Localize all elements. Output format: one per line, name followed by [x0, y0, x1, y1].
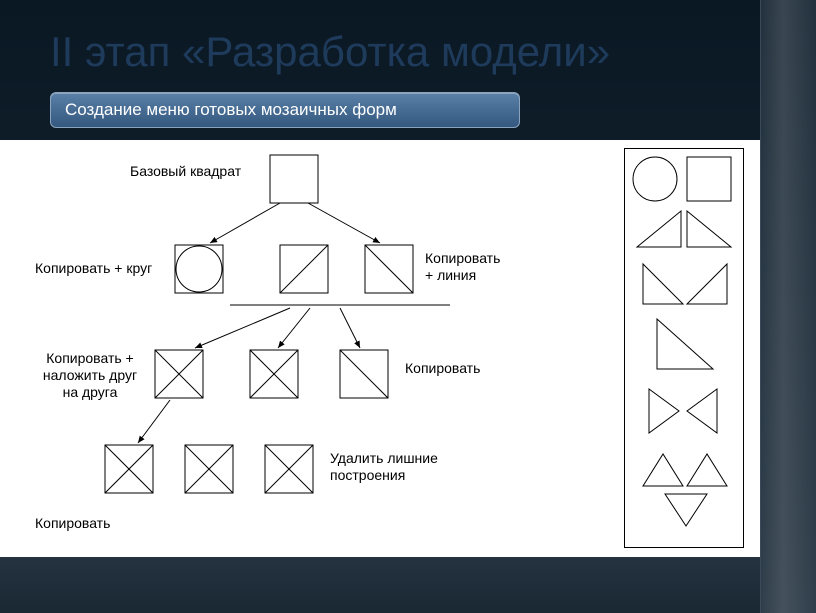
bottom-strip [0, 557, 760, 613]
label-copy-circle: Копировать + круг [35, 260, 152, 277]
label-copy2: Копировать [35, 515, 110, 532]
label-copy-overlay: Копировать + наложить друг на друга [35, 350, 145, 400]
flowchart-svg [10, 145, 620, 550]
slide-subtitle-text: Создание меню готовых мозаичных форм [65, 100, 397, 120]
label-copy1: Копировать [405, 360, 480, 377]
palette-svg [625, 149, 745, 549]
slide-title: II этап «Разработка модели» [50, 28, 610, 76]
shape-palette [624, 148, 744, 548]
slide-right-accent [760, 0, 816, 613]
flowchart-diagram: Базовый квадрат Копировать + круг Копиро… [10, 145, 620, 550]
slide-subtitle-box: Создание меню готовых мозаичных форм [50, 92, 520, 128]
label-delete: Удалить лишние построения [330, 450, 460, 484]
label-copy-line: Копировать + линия [425, 250, 515, 284]
label-base: Базовый квадрат [130, 163, 241, 180]
